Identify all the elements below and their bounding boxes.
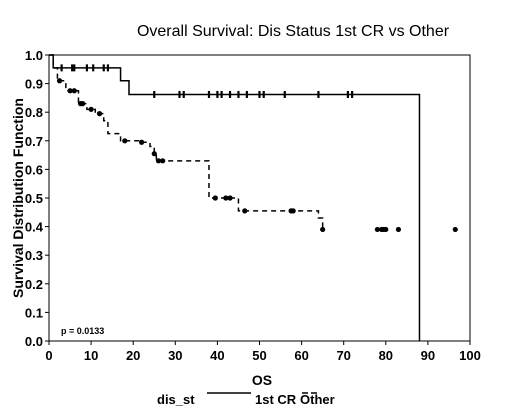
survival-curve-1st-cr (49, 54, 421, 341)
legend: dis_st 1st CR Other (157, 392, 335, 407)
y-tick-label: 0.1 (25, 305, 43, 320)
censor-mark (320, 226, 326, 233)
y-tick-label: 0.8 (25, 105, 43, 120)
censor-mark (96, 111, 103, 117)
y-axis: 0.0 0.1 0.2 0.3 0.4 0.5 0.6 0.7 0.8 0.9 1.0 (25, 48, 49, 349)
y-tick-label: 1.0 (25, 48, 43, 63)
x-tick-label: 70 (336, 348, 350, 363)
censor-mark (122, 138, 128, 144)
y-tick-label: 0.9 (25, 77, 43, 92)
censor-mark (212, 195, 218, 201)
censor-mark (80, 101, 86, 107)
p-value-annotation: p = 0.0133 (61, 326, 104, 336)
censor-mark (67, 88, 73, 94)
x-tick-label: 100 (459, 348, 481, 363)
legend-title: dis_st (157, 392, 195, 407)
series-layer (49, 54, 458, 341)
y-tick-label: 0.3 (25, 248, 43, 263)
x-axis: 0 10 20 30 40 50 60 70 80 90 100 (45, 341, 481, 363)
survival-curve-other (49, 54, 324, 230)
censor-mark (383, 226, 389, 233)
y-tick-label: 0.0 (25, 334, 43, 349)
series-1st-cr (49, 54, 421, 341)
y-tick-label: 0.7 (25, 134, 43, 149)
chart-title: Overall Survival: Dis Status 1st CR vs O… (137, 23, 450, 40)
censor-mark (151, 151, 157, 157)
x-tick-label: 90 (421, 348, 435, 363)
x-tick-label: 80 (379, 348, 393, 363)
x-tick-label: 40 (210, 348, 224, 363)
x-tick-label: 10 (84, 348, 98, 363)
y-tick-label: 0.5 (25, 191, 43, 206)
y-axis-label: Survival Distribution Function (10, 98, 26, 298)
censor-mark (139, 139, 145, 145)
x-tick-label: 20 (126, 348, 140, 363)
censor-mark (88, 106, 94, 112)
censor-mark (223, 195, 229, 201)
censor-mark (71, 88, 77, 94)
censor-mark (374, 226, 380, 233)
x-axis-label: OS (252, 372, 272, 388)
censor-mark (56, 78, 63, 84)
y-tick-label: 0.6 (25, 162, 43, 177)
censor-mark (155, 158, 162, 164)
censor-mark (227, 195, 233, 201)
censor-mark (242, 208, 248, 214)
series-other (49, 54, 458, 233)
censor-mark (452, 226, 458, 233)
x-tick-label: 50 (252, 348, 266, 363)
x-tick-label: 0 (45, 348, 52, 363)
legend-label-other: Other (300, 392, 335, 407)
legend-label-1st-cr: 1st CR (255, 392, 297, 407)
censor-mark (395, 226, 402, 233)
censor-mark (160, 158, 166, 164)
x-tick-label: 30 (168, 348, 182, 363)
censor-mark (290, 208, 296, 214)
y-tick-label: 0.4 (25, 220, 44, 235)
x-tick-label: 60 (294, 348, 308, 363)
y-tick-label: 0.2 (25, 277, 43, 292)
